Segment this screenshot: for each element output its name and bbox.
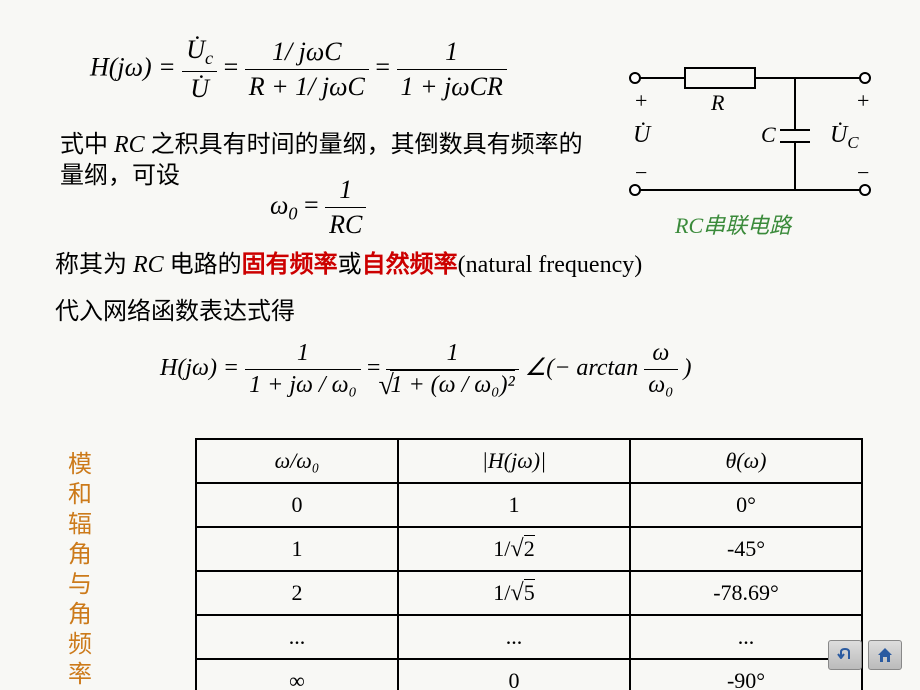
equation-omega0: ω0 = 1 RC [270,175,366,240]
eq1-lhs: H(jω) = [90,53,176,82]
table-row: 21/√5-78.69° [196,571,862,615]
table-row: 010° [196,483,862,527]
table-cell: ... [196,615,398,659]
table-cell: ... [398,615,630,659]
equation-1: H(jω) = U̇c U̇ = 1/ jωC R + 1/ jωC = 1 1… [90,35,507,104]
table-cell: 0 [196,483,398,527]
table-header-row: ω/ω₀ |H(jω)| θ(ω) [196,439,862,483]
table-cell: 1 [398,483,630,527]
table-cell: ∞ [196,659,398,690]
C-label: C [761,122,776,148]
U-left: U̇ [633,122,650,149]
Uc-right: U̇C [830,122,859,153]
table-cell: -78.69° [630,571,862,615]
rc-circuit-diagram: + − U̇ R C + − U̇C RC串联电路 [615,60,895,230]
table-row: ......... [196,615,862,659]
home-icon [875,646,895,664]
equation-3: H(jω) = 1 1 + jω / ω₀ = 1 √1 + (ω / ω₀)²… [160,340,692,399]
R-label: R [711,90,724,116]
table-row: ∞0-90° [196,659,862,690]
minus-right: − [857,160,869,186]
table-cell: 0° [630,483,862,527]
frequency-table: ω/ω₀ |H(jω)| θ(ω) 010°11/√2-45°21/√5-78.… [195,438,863,690]
data-table: ω/ω₀ |H(jω)| θ(ω) 010°11/√2-45°21/√5-78.… [195,438,863,690]
table-cell: 1/√2 [398,527,630,571]
back-button[interactable] [828,640,862,670]
table-cell: 0 [398,659,630,690]
col-mag: |H(jω)| [398,439,630,483]
table-cell: 2 [196,571,398,615]
col-phase: θ(ω) [630,439,862,483]
home-button[interactable] [868,640,902,670]
col-omega: ω/ω₀ [196,439,398,483]
table-caption: 模和辐角与角频率的对应关系表 [65,450,95,690]
table-cell: 1 [196,527,398,571]
nav-buttons [828,640,902,670]
u-turn-icon [835,647,855,663]
plus-left: + [635,88,647,114]
text-substitute: 代入网络函数表达式得 [55,297,295,328]
text-natural-frequency: 称其为 RC 电路的固有频率或自然频率(natural frequency) [55,250,642,281]
table-cell: -45° [630,527,862,571]
circuit-caption: RC串联电路 [675,208,791,240]
minus-left: − [635,160,647,186]
plus-right: + [857,88,869,114]
table-row: 11/√2-45° [196,527,862,571]
table-cell: 1/√5 [398,571,630,615]
